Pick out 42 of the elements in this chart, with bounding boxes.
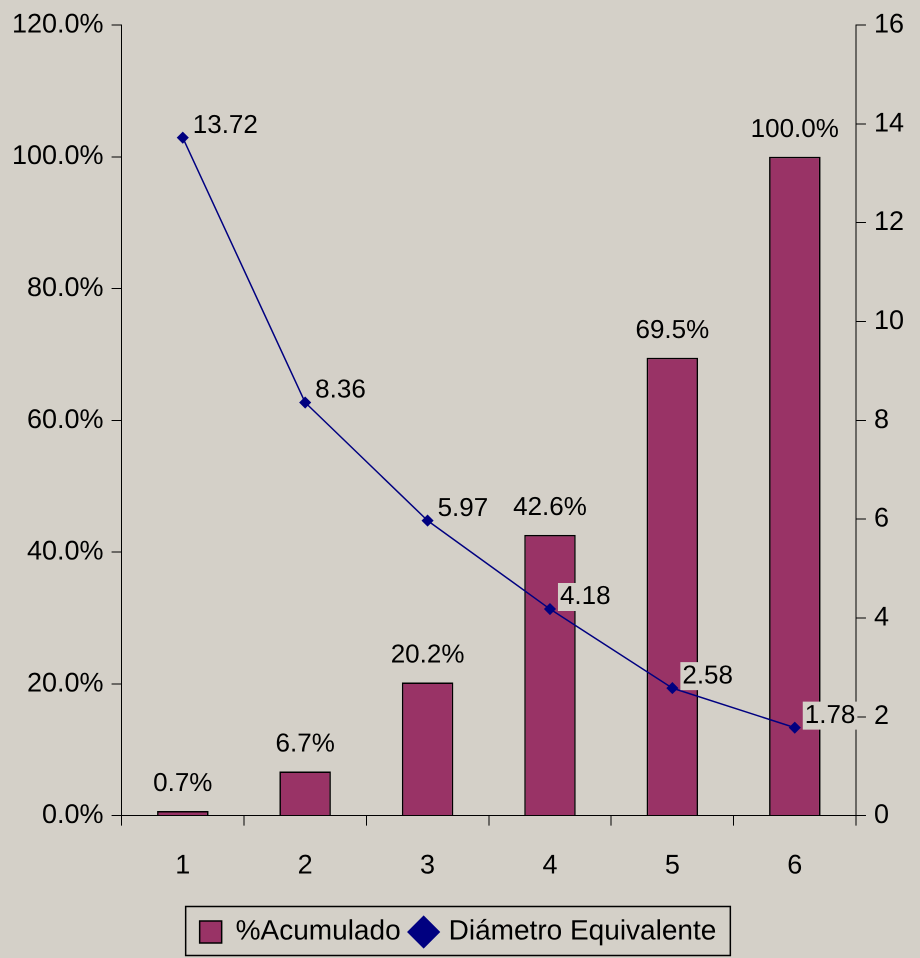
y2-tick-label: 6 — [874, 502, 889, 533]
y2-tick-label: 10 — [874, 304, 904, 335]
x-tick-label: 2 — [298, 849, 313, 880]
x-tick-label: 6 — [787, 849, 802, 880]
y-tick-label: 80.0% — [27, 272, 104, 302]
data-label: 2.58 — [682, 659, 733, 690]
y2-tick-label: 12 — [874, 206, 904, 236]
data-label: 42.6% — [513, 491, 587, 522]
y2-tick-label: 2 — [874, 700, 889, 730]
y2-tick-label: 14 — [874, 107, 904, 138]
y2-tick-label: 4 — [874, 601, 889, 632]
point — [789, 722, 801, 734]
y2-tick-label: 16 — [874, 8, 904, 38]
point — [666, 682, 678, 694]
data-label: 13.72 — [192, 108, 258, 139]
data-label: 69.5% — [636, 314, 710, 344]
y-tick-label: 0.0% — [42, 799, 104, 830]
data-label: 8.36 — [315, 374, 366, 404]
y-tick-label: 60.0% — [27, 404, 104, 434]
point — [299, 396, 311, 408]
x-tick-label: 4 — [542, 849, 558, 880]
x-tick-label: 3 — [420, 849, 436, 880]
data-label: 6.7% — [276, 728, 335, 758]
data-label: 0.7% — [153, 767, 212, 798]
legend-label: Diámetro Equivalente — [448, 914, 716, 946]
data-label: 1.78 — [804, 698, 856, 729]
y-tick-label: 120.0% — [12, 8, 104, 38]
data-label: 4.18 — [560, 580, 611, 610]
data-label: 5.97 — [438, 492, 488, 522]
x-tick-label: 5 — [664, 849, 680, 880]
y2-tick-label: 0 — [874, 799, 889, 830]
legend-label: %Acumulado — [236, 914, 401, 946]
y-tick-label: 20.0% — [27, 667, 104, 698]
point — [544, 603, 556, 615]
y-tick-label: 100.0% — [12, 140, 104, 170]
data-label: 100.0% — [750, 112, 839, 143]
point — [177, 132, 189, 144]
y2-tick-label: 8 — [874, 404, 889, 434]
data-label: 20.2% — [390, 638, 464, 669]
x-tick-label: 1 — [175, 849, 190, 880]
point — [422, 514, 434, 526]
y-tick-label: 40.0% — [27, 536, 104, 566]
